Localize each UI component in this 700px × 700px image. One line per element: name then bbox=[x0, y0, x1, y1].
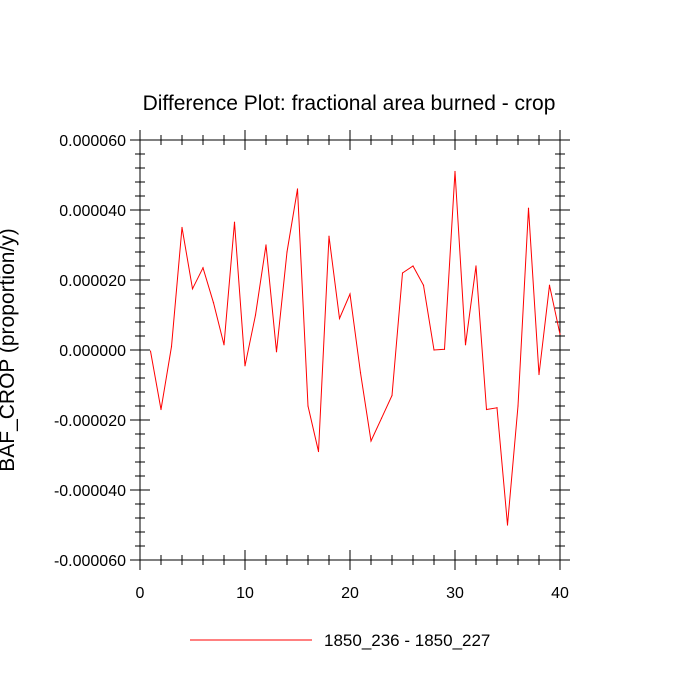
y-tick-label: 0.000000 bbox=[59, 343, 126, 360]
data-point bbox=[454, 170, 456, 173]
data-point bbox=[370, 440, 372, 442]
x-tick-label: 10 bbox=[236, 585, 254, 602]
y-tick-label: -0.000040 bbox=[54, 483, 126, 500]
x-tick-label: 0 bbox=[136, 585, 145, 602]
plot-frame bbox=[139, 139, 561, 561]
chart-title: Difference Plot: fractional area burned … bbox=[143, 92, 556, 115]
data-point bbox=[506, 524, 509, 526]
data-point bbox=[443, 348, 446, 350]
data-point bbox=[359, 372, 362, 374]
data-point bbox=[170, 345, 173, 348]
data-point bbox=[349, 293, 351, 295]
data-point bbox=[307, 405, 309, 407]
data-point bbox=[265, 244, 267, 246]
x-axis-ticks: 0 10 20 30 40 bbox=[136, 130, 569, 602]
series-layer bbox=[149, 170, 561, 526]
data-point bbox=[223, 344, 225, 346]
y-tick-label: 0.000020 bbox=[59, 273, 126, 290]
data-point bbox=[401, 272, 404, 274]
data-point bbox=[517, 405, 519, 407]
data-point bbox=[149, 350, 152, 352]
y-axis-ticks: -0.000060 -0.000040 -0.000020 0.000000 0.000… bbox=[54, 133, 570, 570]
data-point bbox=[380, 417, 383, 419]
legend: 1850_236 - 1850_227 bbox=[190, 631, 490, 650]
data-point bbox=[559, 333, 561, 335]
data-point bbox=[254, 314, 257, 316]
data-point bbox=[160, 408, 162, 411]
data-point bbox=[181, 226, 183, 229]
data-point bbox=[296, 188, 299, 190]
data-point bbox=[538, 373, 540, 376]
data-point bbox=[286, 251, 288, 253]
data-point bbox=[433, 349, 435, 351]
data-point bbox=[422, 284, 425, 286]
y-axis-label: BAF_CROP (proportion/y) bbox=[0, 228, 19, 472]
y-tick-label: 0.000040 bbox=[59, 203, 126, 220]
data-point bbox=[338, 317, 341, 320]
data-point bbox=[212, 302, 215, 304]
data-point bbox=[464, 344, 467, 346]
data-point bbox=[244, 365, 246, 367]
data-point bbox=[527, 207, 530, 209]
data-point bbox=[275, 351, 278, 353]
data-point bbox=[328, 235, 330, 237]
data-point bbox=[475, 265, 477, 267]
data-point bbox=[191, 288, 194, 290]
y-tick-label: -0.000020 bbox=[54, 413, 126, 430]
legend-label: 1850_236 - 1850_227 bbox=[324, 631, 490, 650]
data-point bbox=[548, 284, 551, 286]
y-tick-label: -0.000060 bbox=[54, 553, 126, 570]
data-point bbox=[391, 394, 393, 397]
data-point bbox=[412, 265, 414, 267]
x-tick-label: 30 bbox=[446, 585, 464, 602]
x-tick-label: 20 bbox=[341, 585, 359, 602]
series-line bbox=[150, 171, 561, 526]
data-point bbox=[202, 267, 204, 269]
data-point bbox=[485, 408, 488, 411]
data-point bbox=[233, 221, 236, 223]
data-point bbox=[496, 407, 498, 409]
y-tick-label: 0.000060 bbox=[59, 133, 126, 150]
x-tick-label: 40 bbox=[551, 585, 569, 602]
data-point bbox=[317, 450, 320, 453]
